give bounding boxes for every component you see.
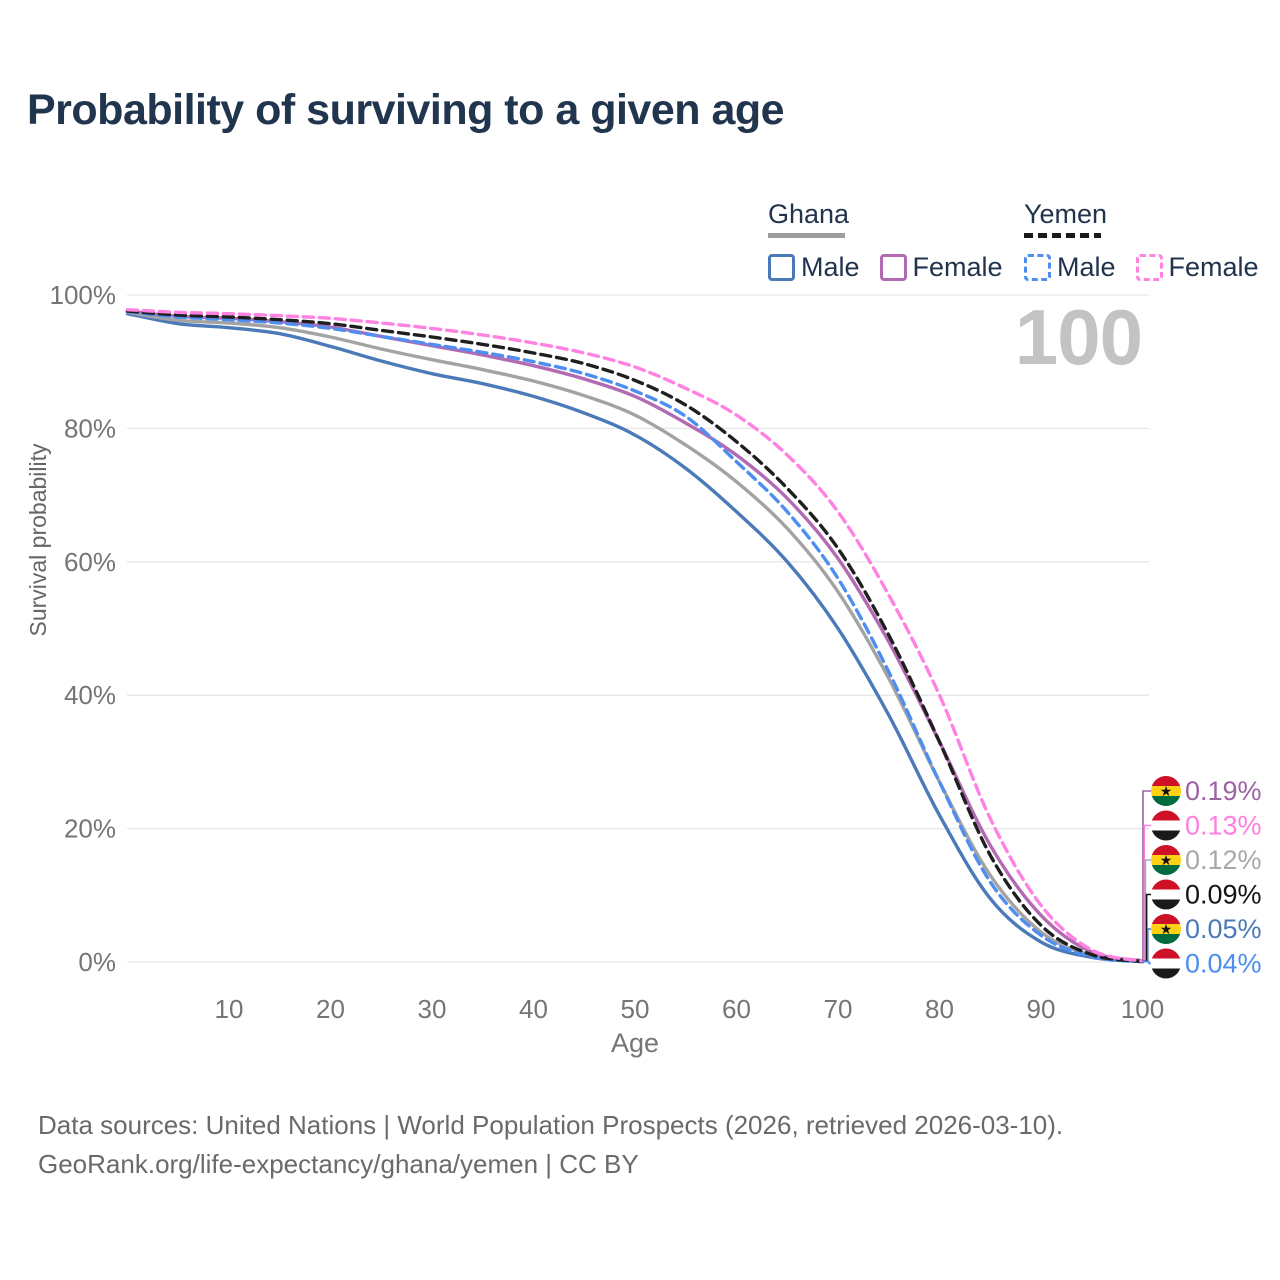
legend-item-ghana-male[interactable]: Male <box>768 252 860 283</box>
x-tick-label: 50 <box>621 994 650 1024</box>
ghana-flag-icon: ★ <box>1151 845 1181 875</box>
y-tick-label: 0% <box>78 947 116 977</box>
legend-ghana-title[interactable]: Ghana <box>768 200 1023 238</box>
ghana-flag-icon: ★ <box>1151 776 1181 806</box>
series-line-yemen-male[interactable] <box>125 309 1145 964</box>
end-label-value: 0.12% <box>1185 845 1262 875</box>
ghana-line-swatch-icon <box>768 233 845 238</box>
series-line-yemen-female[interactable] <box>125 307 1145 963</box>
legend-ghana-label: Ghana <box>768 199 850 229</box>
legend-yemen-label: Yemen <box>1024 199 1108 229</box>
legend-item-ghana-female[interactable]: Female <box>879 252 1003 283</box>
x-tick-label: 90 <box>1027 994 1056 1024</box>
series-line-ghana-male[interactable] <box>125 311 1145 964</box>
watermark-age-100: 100 <box>1014 293 1143 381</box>
x-tick-label: 70 <box>824 994 853 1024</box>
flag-star-icon: ★ <box>1160 783 1173 799</box>
legend-yemen-title[interactable]: Yemen <box>1024 200 1279 238</box>
series-line-yemen-both[interactable] <box>125 309 1145 964</box>
legend-group-ghana: Ghana Male Female <box>768 200 1023 283</box>
yemen-flag-icon <box>1151 810 1181 841</box>
y-tick-label: 80% <box>64 413 116 443</box>
legend-group-yemen: Yemen Male Female <box>1024 200 1279 283</box>
ghana-female-swatch-icon <box>879 254 907 281</box>
x-tick-label: 80 <box>925 994 954 1024</box>
yemen-flag-icon <box>1151 879 1181 910</box>
y-tick-label: 60% <box>64 547 116 577</box>
footer: Data sources: United Nations | World Pop… <box>38 1106 1063 1184</box>
series-line-ghana-both[interactable] <box>125 310 1145 963</box>
end-label-value: 0.09% <box>1185 880 1262 910</box>
ghana-flag-icon: ★ <box>1151 914 1181 944</box>
ghana-male-swatch-icon <box>768 254 795 281</box>
flag-star-icon: ★ <box>1160 921 1173 937</box>
y-tick-label: 100% <box>50 280 117 310</box>
end-label-value: 0.13% <box>1185 811 1262 841</box>
x-tick-label: 40 <box>519 994 548 1024</box>
flag-star-icon: ★ <box>1160 852 1173 868</box>
footer-data-sources: Data sources: United Nations | World Pop… <box>38 1110 1064 1140</box>
legend-ghana-female-label: Female <box>912 252 1003 282</box>
legend-yemen-female-label: Female <box>1168 252 1259 282</box>
yemen-female-swatch-icon <box>1135 254 1163 281</box>
end-label-connector <box>1142 960 1151 965</box>
x-axis-title: Age <box>611 1028 659 1058</box>
legend-item-yemen-male[interactable]: Male <box>1024 252 1116 283</box>
y-axis-title: Survival probability <box>25 443 51 637</box>
legend-yemen-male-label: Male <box>1057 252 1116 282</box>
page-title: Probability of surviving to a given age <box>27 86 785 134</box>
x-tick-label: 100 <box>1121 994 1164 1024</box>
x-tick-label: 10 <box>215 994 244 1024</box>
end-label-value: 0.04% <box>1185 949 1262 979</box>
yemen-flag-icon <box>1151 948 1181 979</box>
end-label-value: 0.05% <box>1185 914 1262 944</box>
footer-attribution: GeoRank.org/life-expectancy/ghana/yemen … <box>38 1149 639 1179</box>
series-line-ghana-female[interactable] <box>125 309 1145 963</box>
x-tick-label: 60 <box>722 994 751 1024</box>
yemen-line-swatch-icon <box>1024 233 1101 238</box>
legend-item-yemen-female[interactable]: Female <box>1135 252 1259 283</box>
end-label-value: 0.19% <box>1185 776 1262 806</box>
x-tick-label: 20 <box>316 994 345 1024</box>
yemen-male-swatch-icon <box>1024 254 1051 281</box>
x-tick-label: 30 <box>418 994 447 1024</box>
y-tick-label: 40% <box>64 680 116 710</box>
y-tick-label: 20% <box>64 814 116 844</box>
legend-ghana-male-label: Male <box>801 252 860 282</box>
